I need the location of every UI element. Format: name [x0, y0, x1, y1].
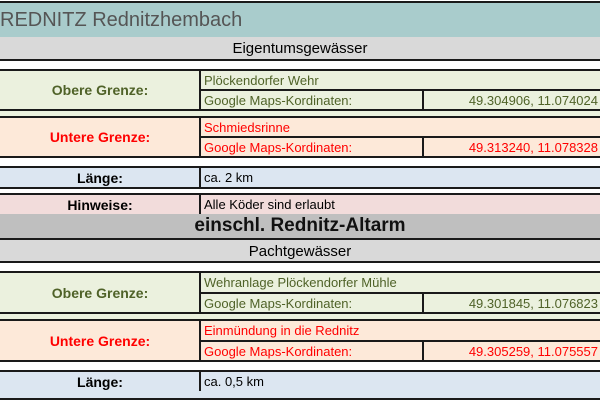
obere-coords[interactable]: 49.301845, 11.076823: [468, 295, 598, 311]
laenge-value: ca. 0,5 km: [204, 374, 264, 389]
laenge-value: ca. 2 km: [204, 170, 254, 185]
laenge-label: Länge:: [77, 169, 123, 186]
coord-label: Google Maps-Kordinaten:: [204, 295, 353, 311]
untere-coords[interactable]: 49.305259, 11.075557: [468, 343, 598, 359]
coord-label: Google Maps-Kordinaten:: [204, 139, 353, 155]
altarm-band: [0, 214, 600, 238]
obere-coords[interactable]: 49.304906, 11.074024: [468, 92, 598, 108]
laenge-row: [0, 168, 600, 187]
section-heading-eigentum: [0, 37, 600, 60]
untere-coords[interactable]: 49.313240, 11.078328: [468, 139, 598, 155]
page-title: REDNITZ Rednitzhembach: [0, 8, 243, 31]
obere-grenze-place: Plöckendorfer Wehr: [204, 73, 319, 88]
altarm-note: einschl. Rednitz-Altarm: [194, 215, 406, 236]
coord-label: Google Maps-Kordinaten:: [204, 343, 353, 359]
section-heading-text: Pachtgewässer: [248, 242, 352, 260]
hinweise-row: [0, 195, 600, 214]
untere-grenze-place: Einmündung in die Rednitz: [204, 323, 360, 338]
section-heading-pacht: [0, 240, 600, 262]
untere-grenze-place: Schmiedsrinne: [204, 120, 290, 135]
laenge-label: Länge:: [77, 373, 123, 390]
obere-grenze-label: Obere Grenze:: [51, 284, 149, 301]
untere-grenze-label: Untere Grenze:: [49, 332, 151, 349]
obere-grenze-place: Wehranlage Plöckendorfer Mühle: [204, 275, 397, 290]
obere-grenze-label: Obere Grenze:: [51, 82, 149, 98]
hinweise-value: Alle Köder sind erlaubt: [204, 197, 335, 212]
section-heading-text: Eigentumsgewässer: [232, 40, 368, 57]
hinweise-label: Hinweise:: [67, 196, 133, 213]
untere-grenze-label: Untere Grenze:: [49, 129, 151, 145]
title-bar: [0, 3, 600, 37]
coord-label: Google Maps-Kordinaten:: [204, 92, 353, 108]
laenge-row: [0, 372, 600, 398]
